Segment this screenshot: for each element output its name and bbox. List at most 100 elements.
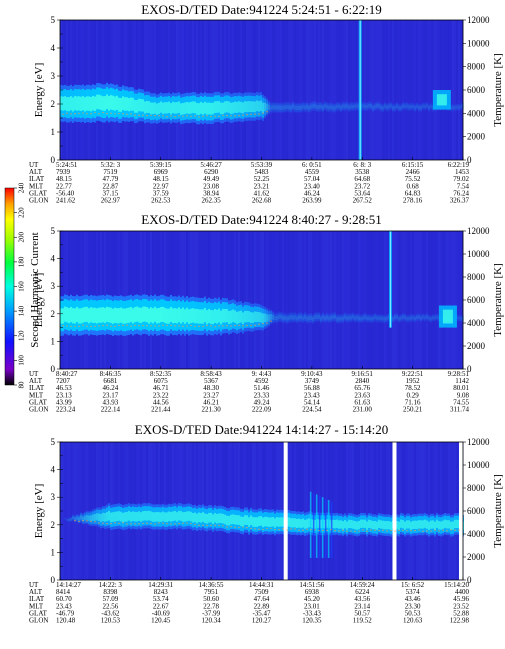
- band-body: [332, 104, 334, 112]
- band-body: [264, 309, 266, 327]
- y2-axis-label: Temperature [K]: [492, 53, 504, 126]
- band-core: [450, 106, 452, 110]
- band-core: [342, 316, 344, 321]
- band-core: [382, 316, 384, 321]
- band-core: [248, 311, 250, 323]
- band-core: [144, 510, 146, 521]
- noise-streak: [452, 20, 454, 160]
- band-core: [116, 308, 118, 324]
- noise-streak: [388, 442, 390, 580]
- band-core: [188, 511, 190, 521]
- noise-streak: [428, 442, 430, 580]
- band-core: [242, 102, 244, 114]
- band-halo: [426, 101, 428, 110]
- y-tick-label: 5: [51, 437, 56, 447]
- band-core: [64, 518, 66, 520]
- annotation-cell: 46.21: [203, 398, 219, 406]
- band-core: [440, 521, 442, 530]
- y-tick-label: 1: [51, 336, 56, 346]
- noise-streak: [316, 231, 318, 369]
- noise-streak: [432, 231, 434, 369]
- temperature-point: [174, 523, 176, 525]
- temperature-point: [142, 522, 144, 524]
- band-core: [296, 316, 298, 321]
- noise-streak: [172, 20, 174, 160]
- band-halo: [298, 102, 300, 113]
- band-core: [162, 511, 164, 522]
- band-core: [268, 314, 270, 322]
- noise-streak: [354, 442, 356, 580]
- noise-streak: [350, 231, 352, 369]
- band-halo: [374, 102, 376, 112]
- noise-streak: [252, 20, 254, 160]
- noise-streak: [346, 442, 348, 580]
- orbit-annotation-table: UTALTILATMLTGLATGLON5:24:51793948.1522.7…: [29, 161, 470, 205]
- band-halo: [382, 314, 384, 324]
- noise-streak: [344, 20, 346, 160]
- noise-streak: [306, 442, 308, 580]
- band-core: [252, 101, 254, 113]
- band-body: [426, 102, 428, 109]
- noise-streak: [426, 442, 428, 580]
- annotation-row-label: MLT: [29, 391, 44, 399]
- band-core: [106, 306, 108, 322]
- band-core: [132, 511, 134, 521]
- band-body: [288, 103, 290, 112]
- noise-streak: [438, 231, 440, 369]
- band-body: [290, 103, 292, 112]
- band-body: [308, 314, 310, 323]
- annotation-cell: 5:24:51: [56, 161, 78, 169]
- band-core: [170, 103, 172, 115]
- band-core: [372, 316, 374, 321]
- noise-streak: [234, 20, 236, 160]
- band-core: [234, 310, 236, 323]
- noise-streak: [146, 20, 148, 160]
- y2-tick-label: 6000: [467, 295, 486, 305]
- temperature-point: [254, 324, 256, 326]
- band-core: [220, 513, 222, 524]
- temperature-point: [194, 325, 196, 328]
- band-core: [400, 316, 402, 320]
- annotation-cell: 263.99: [302, 197, 322, 205]
- noise-streak: [430, 231, 432, 369]
- band-core: [392, 317, 394, 321]
- noise-streak: [158, 20, 160, 160]
- noise-streak: [402, 20, 404, 160]
- band-body: [456, 104, 458, 110]
- noise-streak: [346, 231, 348, 369]
- noise-streak: [446, 442, 448, 580]
- noise-streak: [430, 20, 432, 160]
- band-core: [404, 104, 406, 108]
- temperature-point: [182, 522, 184, 524]
- temperature-point: [146, 522, 148, 524]
- band-core: [360, 519, 362, 528]
- noise-streak: [242, 231, 244, 369]
- band-core: [216, 309, 218, 324]
- noise-streak: [426, 20, 428, 160]
- y2-tick-label: 0: [467, 364, 472, 374]
- annotation-cell: 2840: [355, 377, 370, 385]
- band-body: [390, 102, 392, 110]
- noise-streak: [80, 442, 82, 580]
- temperature-point: [98, 113, 100, 115]
- band-body: [334, 104, 336, 112]
- temperature-point: [174, 116, 176, 118]
- band-core: [314, 315, 316, 320]
- band-core: [88, 308, 90, 324]
- wave-feature: [315, 494, 318, 558]
- band-body: [294, 313, 296, 322]
- band-halo: [274, 102, 276, 113]
- temperature-point: [126, 324, 128, 326]
- annotation-cell: 22.56: [103, 602, 119, 610]
- band-core: [376, 316, 378, 320]
- temperature-point: [94, 521, 96, 523]
- band-body: [434, 314, 436, 321]
- band-core: [152, 308, 154, 324]
- noise-streak: [240, 20, 242, 160]
- noise-streak: [298, 20, 300, 160]
- temperature-point: [202, 325, 204, 328]
- annotation-cell: 71.16: [405, 398, 421, 406]
- band-halo: [410, 102, 412, 111]
- annotation-cell: 9.08: [457, 391, 470, 399]
- band-body: [328, 314, 330, 323]
